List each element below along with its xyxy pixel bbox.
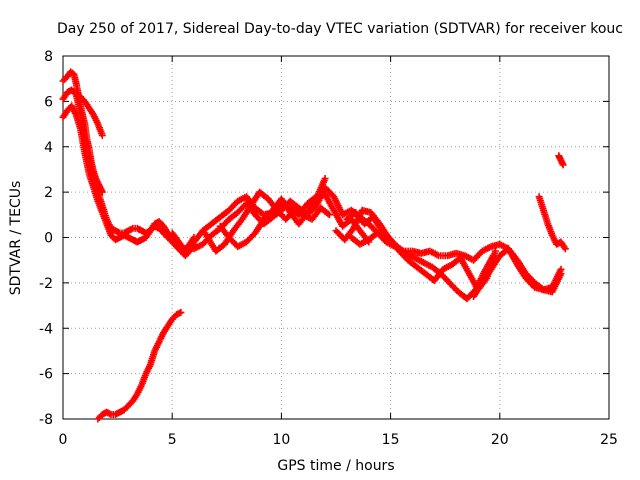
series-arc-i [216,175,329,251]
data-point [324,210,332,218]
y-tick-label: 2 [44,185,53,201]
y-tick-label: -6 [39,367,53,383]
y-tick-label: 0 [44,231,53,247]
x-tick-label: 25 [600,432,618,448]
chart-title: Day 250 of 2017, Sidereal Day-to-day VTE… [57,21,623,37]
data-point [561,245,569,253]
series-arc-d [77,93,106,139]
x-tick-label: 0 [59,432,68,448]
series-arc-h [201,188,333,255]
y-tick-label: 6 [44,94,53,110]
y-tick-labels: -8 -6 -4 -2 0 2 4 6 8 [39,49,53,428]
x-tick-label: 15 [382,432,400,448]
data-point [325,211,333,219]
y-tick-label: 8 [44,49,53,65]
series-arc-o [555,152,567,169]
x-tick-label: 20 [491,432,509,448]
series-arc-b [59,86,198,253]
y-tick-label: -4 [39,321,53,337]
data-points [59,68,569,423]
data-point [557,270,565,278]
data-point [177,308,185,316]
data-point [98,131,106,139]
series-arc-e [94,308,185,423]
series-arc-m [470,245,565,300]
y-tick-label: -8 [39,412,53,428]
x-tick-label: 10 [272,432,290,448]
x-tick-labels: 0 5 10 15 20 25 [59,432,618,448]
x-tick-label: 5 [168,432,177,448]
axis-ticks [62,55,610,420]
y-tick-label: -2 [39,276,53,292]
x-axis-label: GPS time / hours [277,458,394,474]
data-point [321,175,329,182]
y-axis-label: SDTVAR / TECUs [8,181,24,296]
y-tick-label: 4 [44,140,53,156]
grid [63,56,609,419]
series-arc-n [535,193,569,253]
data-point [559,161,567,169]
